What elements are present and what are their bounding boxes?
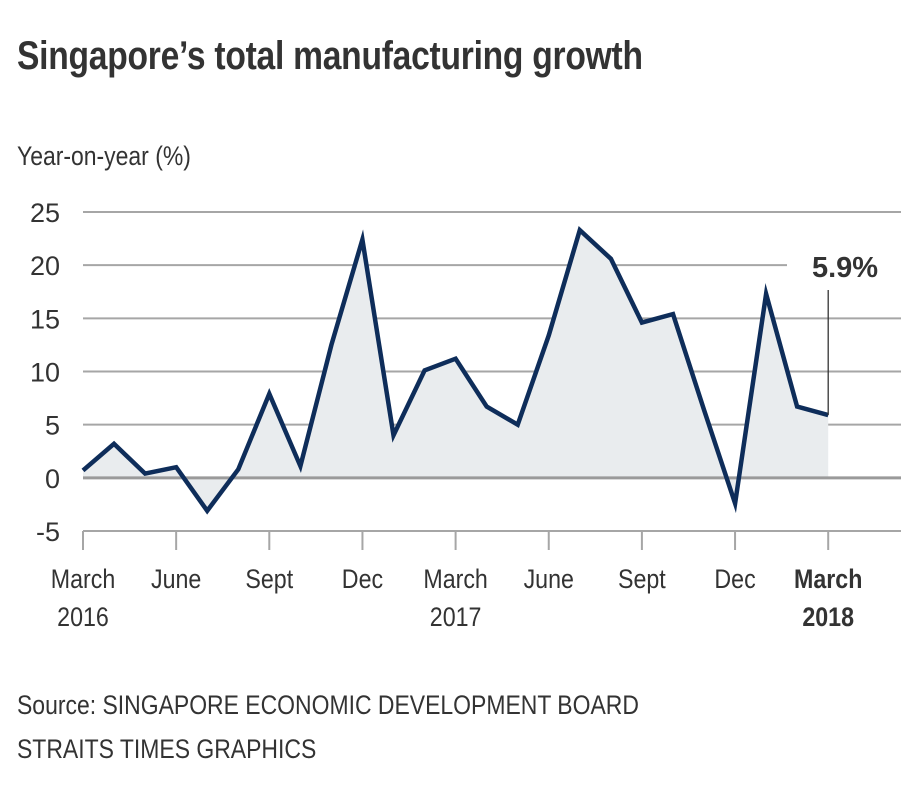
chart-plot: 25 20 15 10 5 0 -5 March 2016 June Sept Dec March 20… (30, 198, 901, 632)
y-tick-label: 20 (30, 251, 60, 281)
x-tick-label: Dec (342, 564, 383, 594)
x-tick-year-label: 2016 (57, 602, 109, 632)
x-tick-label: Sept (618, 564, 666, 594)
y-tick-label: 15 (30, 304, 60, 334)
x-tick-label: March (794, 564, 862, 594)
x-tick-label: March (51, 564, 115, 594)
y-tick-label: 0 (45, 464, 60, 494)
x-tick-label: Dec (714, 564, 755, 594)
y-tick-label: -5 (36, 517, 60, 547)
x-tick-label: Sept (245, 564, 293, 594)
y-tick-label: 5 (45, 411, 60, 441)
x-tick-year-label: 2018 (802, 602, 854, 632)
x-tick-label: June (151, 564, 201, 594)
y-tick-labels: 25 20 15 10 5 0 -5 (30, 198, 60, 547)
annotation-label: 5.9% (812, 252, 878, 284)
y-tick-label: 10 (30, 358, 60, 388)
annotation-layer: 5.9% (812, 252, 878, 416)
y-axis-label: Year-on-year (%) (17, 141, 191, 171)
line-layer (81, 225, 829, 515)
x-tick-labels: March 2016 June Sept Dec March 2017 June Sept Dec… (51, 564, 863, 632)
y-tick-label: 25 (30, 198, 60, 228)
x-tick-label: June (524, 564, 574, 594)
area-layer (83, 230, 829, 511)
area-fill (83, 230, 829, 511)
x-tick-label: March (423, 564, 487, 594)
credit-note: STRAITS TIMES GRAPHICS (17, 734, 317, 764)
source-note: Source: SINGAPORE ECONOMIC DEVELOPMENT B… (17, 690, 639, 720)
chart-title: Singapore’s total manufacturing growth (17, 34, 643, 78)
x-tick-year-label: 2017 (430, 602, 482, 632)
